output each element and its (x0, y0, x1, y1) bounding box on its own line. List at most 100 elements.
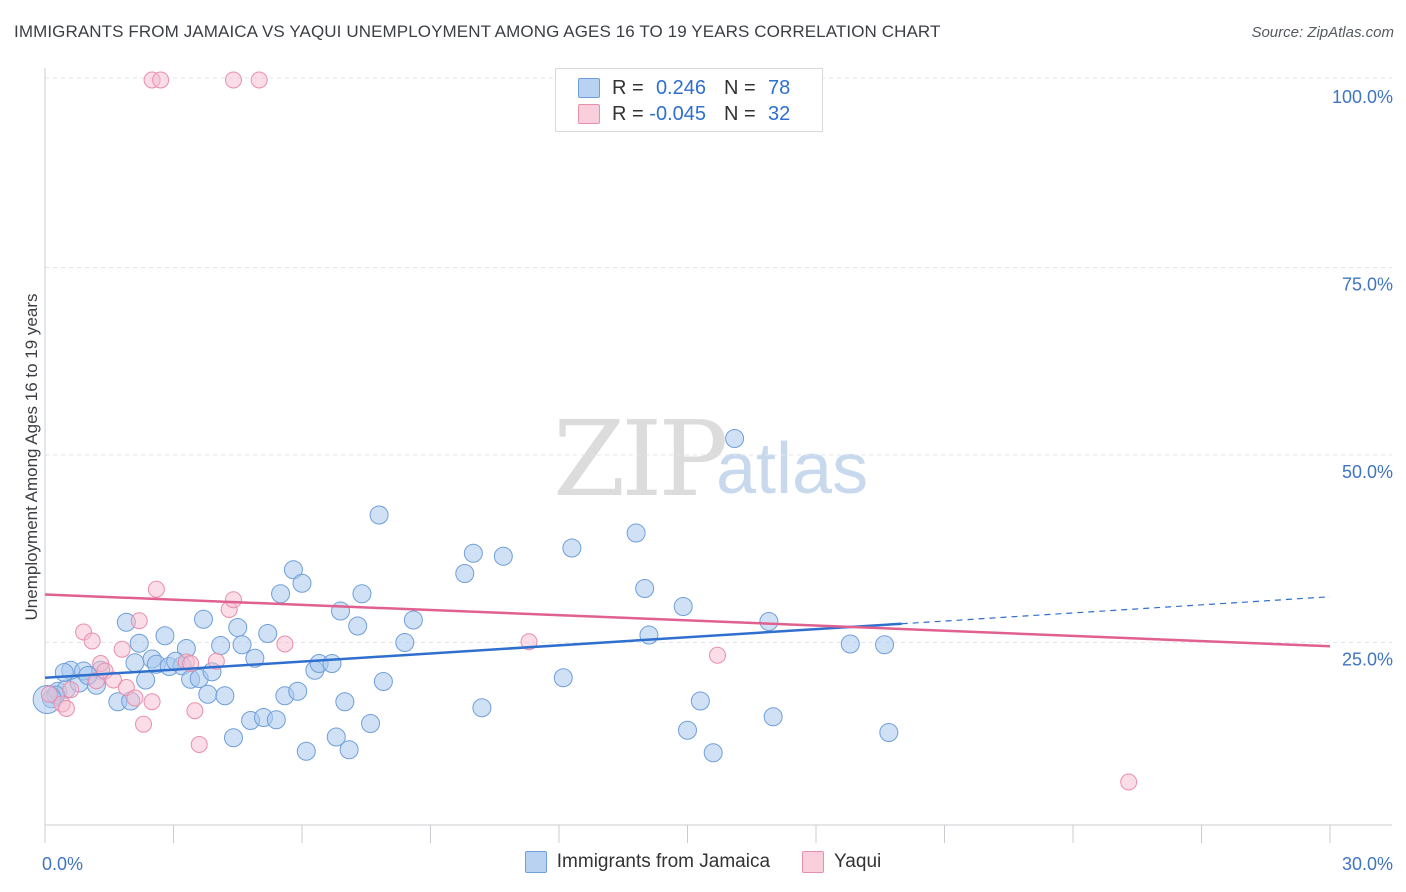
data-point-jamaica (553, 668, 573, 688)
data-point-jamaica (258, 624, 278, 643)
watermark-zip: ZIP (553, 398, 728, 520)
data-point-jamaica (678, 720, 697, 740)
y-tick-label: 100.0% (1332, 87, 1393, 107)
data-point-yaqui (152, 71, 170, 89)
legend-n-value: 32 (768, 102, 791, 125)
legend-n-value: 78 (768, 76, 791, 99)
data-point-jamaica (403, 610, 423, 630)
data-point-yaqui (207, 652, 225, 670)
correlation-legend: R = 0.246 N = 78 R = -0.045 N = 32 (555, 68, 823, 132)
data-point-jamaica (292, 573, 312, 593)
data-point-jamaica (635, 579, 655, 598)
trend-lines (44, 593, 1331, 679)
series-legend: Immigrants from Jamaica Yaqui (0, 851, 1406, 873)
data-point-jamaica (562, 538, 582, 558)
legend-r-value: -0.045 (649, 102, 706, 125)
data-point-jamaica (352, 584, 372, 604)
series-jamaica-points (32, 429, 899, 763)
data-point-jamaica (215, 686, 235, 706)
data-point-jamaica (763, 707, 783, 727)
legend-swatch-jamaica (524, 851, 547, 873)
legend-label-jamaica: Immigrants from Jamaica (556, 851, 771, 872)
y-tick-label: 75.0% (1342, 275, 1393, 295)
data-point-jamaica (690, 691, 710, 711)
data-point-yaqui (1120, 773, 1138, 791)
legend-r-label: R = (612, 76, 644, 99)
data-point-jamaica (395, 633, 415, 652)
data-point-jamaica (326, 727, 346, 747)
data-point-jamaica (331, 601, 351, 621)
legend-swatch-yaqui (578, 104, 600, 124)
legend-n-label: N = (724, 76, 756, 99)
x-tick-label: 0.0% (42, 854, 83, 874)
data-point-jamaica (129, 633, 149, 653)
data-point-jamaica (335, 692, 355, 712)
y-tick-label: 50.0% (1342, 462, 1393, 482)
data-point-yaqui (105, 671, 123, 689)
data-point-yaqui (113, 640, 131, 658)
data-point-jamaica (266, 710, 286, 730)
legend-item-jamaica[interactable]: Immigrants from Jamaica (524, 851, 771, 873)
data-point-jamaica (463, 543, 483, 563)
data-point-jamaica (155, 626, 175, 646)
data-point-jamaica (322, 654, 342, 673)
data-point-yaqui (190, 736, 208, 753)
chart-title: IMMIGRANTS FROM JAMAICA VS YAQUI UNEMPLO… (14, 22, 941, 41)
data-point-jamaica (725, 429, 745, 448)
data-point-jamaica (875, 635, 895, 655)
data-point-yaqui (135, 715, 153, 733)
legend-item-yaqui[interactable]: Yaqui (802, 851, 881, 873)
y-tick-label: 25.0% (1342, 650, 1393, 670)
axis-labels: 25.0% 50.0% 75.0% 100.0% 0.0% 30.0% Unemployme… (22, 87, 1393, 874)
data-point-yaqui (62, 681, 80, 699)
data-point-jamaica (245, 648, 265, 668)
data-point-jamaica (125, 653, 145, 673)
data-point-jamaica (211, 636, 231, 655)
data-point-yaqui (130, 612, 148, 630)
data-point-yaqui (186, 702, 204, 720)
legend-label-yaqui: Yaqui (834, 851, 882, 872)
trend-line-jamaica-extension (901, 596, 1331, 625)
data-point-yaqui (57, 700, 75, 717)
data-point-jamaica (288, 681, 308, 701)
y-axis-label: Unemployment Among Ages 16 to 19 years (22, 294, 41, 621)
data-point-yaqui (250, 71, 268, 89)
data-point-jamaica (193, 609, 213, 629)
data-point-jamaica (223, 728, 243, 748)
data-point-jamaica (759, 612, 779, 631)
data-point-yaqui (224, 71, 242, 89)
data-point-yaqui (147, 580, 165, 598)
legend-swatch-yaqui (802, 851, 825, 873)
grid-lines (45, 77, 1392, 643)
data-point-jamaica (361, 714, 381, 733)
data-point-jamaica (472, 698, 492, 718)
data-point-yaqui (126, 689, 144, 707)
data-point-jamaica (493, 546, 513, 566)
data-point-jamaica (455, 564, 475, 583)
legend-row-jamaica: R = 0.246 N = 78 (578, 76, 790, 100)
legend-swatch-jamaica (578, 78, 600, 98)
data-point-yaqui (276, 635, 294, 653)
data-point-jamaica (673, 597, 693, 616)
source-credit: Source: ZipAtlas.com (1251, 24, 1394, 41)
legend-r-label: R = (612, 102, 644, 125)
data-point-jamaica (626, 523, 646, 543)
data-point-jamaica (271, 584, 291, 604)
data-point-jamaica (228, 618, 248, 637)
trend-line-yaqui (44, 593, 1331, 648)
data-point-jamaica (703, 743, 723, 763)
data-point-jamaica (296, 741, 316, 761)
data-point-jamaica (232, 635, 252, 655)
trend-line-jamaica (44, 622, 902, 679)
data-point-jamaica (373, 672, 393, 691)
legend-r-value: 0.246 (655, 76, 706, 99)
data-point-yaqui (40, 685, 58, 703)
data-point-jamaica (136, 670, 156, 690)
data-point-jamaica (840, 634, 860, 654)
data-point-yaqui (83, 632, 101, 650)
data-point-jamaica (339, 740, 359, 760)
data-point-yaqui (143, 693, 161, 711)
data-point-yaqui (708, 646, 726, 664)
data-point-jamaica (198, 684, 218, 704)
